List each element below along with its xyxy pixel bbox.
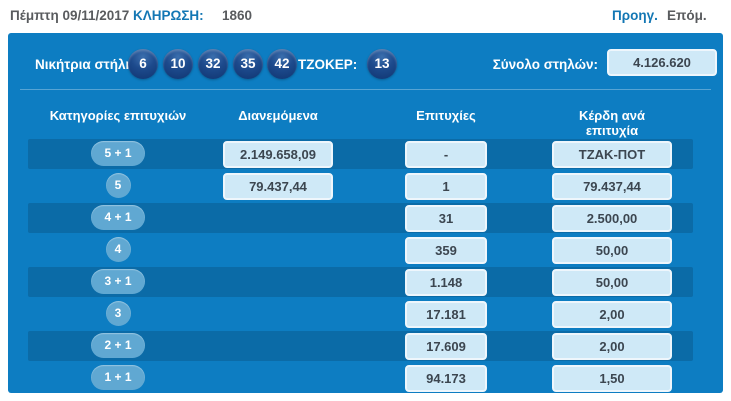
joker-number-ball: 13: [367, 49, 397, 79]
category-cell: 5: [18, 173, 218, 198]
winners-value: 17.181: [405, 301, 487, 328]
category-badge: 5 + 1: [91, 141, 145, 166]
category-badge: 2 + 1: [91, 333, 145, 358]
table-row: 4 + 1 31 2.500,00: [8, 202, 723, 234]
winners-value: 1.148: [405, 269, 487, 296]
header-winners: Επιτυχίες: [416, 108, 476, 123]
category-cell: 4 + 1: [18, 205, 218, 230]
winners-value: 94.173: [405, 365, 487, 392]
winners-value: 359: [405, 237, 487, 264]
category-badge: 4: [105, 237, 131, 262]
winning-number-ball: 35: [233, 49, 263, 79]
prize-value: 2.500,00: [552, 205, 672, 232]
category-cell: 2 + 1: [18, 333, 218, 358]
prev-draw-link[interactable]: Προηγ.: [612, 8, 658, 23]
prize-value: 1,50: [552, 365, 672, 392]
prize-value: ΤΖΑΚ-ΠΟΤ: [552, 141, 672, 168]
winning-number-ball: 42: [267, 49, 297, 79]
category-cell: 3 + 1: [18, 269, 218, 294]
category-cell: 1 + 1: [18, 365, 218, 390]
draw-date: Πέμπτη 09/11/2017: [10, 8, 130, 23]
prize-value: 50,00: [552, 237, 672, 264]
total-columns-value: 4.126.620: [607, 49, 717, 76]
results-panel: Νικήτρια στήλη: 6 10 32 35 42 ΤΖΟΚΕΡ: 13…: [8, 33, 723, 393]
prize-value: 2,00: [552, 301, 672, 328]
winners-value: -: [405, 141, 487, 168]
category-badge: 1 + 1: [91, 365, 145, 390]
category-badge: 3 + 1: [91, 269, 145, 294]
table-row: 3 17.181 2,00: [8, 298, 723, 330]
next-draw-link[interactable]: Επόμ.: [667, 8, 707, 23]
draw-label: ΚΛΗΡΩΣΗ:: [133, 8, 204, 23]
total-columns-label: Σύνολο στηλών:: [492, 57, 598, 72]
prize-value: 2,00: [552, 333, 672, 360]
winning-column-label: Νικήτρια στήλη:: [35, 57, 139, 72]
category-cell: 5 + 1: [18, 141, 218, 166]
section-divider: [20, 89, 711, 90]
header-prize: Κέρδη ανά επιτυχία: [579, 108, 645, 138]
category-cell: 4: [18, 237, 218, 262]
prize-value: 79.437,44: [552, 173, 672, 200]
winning-number-ball: 6: [128, 49, 158, 79]
category-badge: 3: [105, 301, 131, 326]
table-row: 5 79.437,44 1 79.437,44: [8, 170, 723, 202]
winning-number-ball: 32: [198, 49, 228, 79]
table-row: 4 359 50,00: [8, 234, 723, 266]
header-categories: Κατηγορίες επιτυχιών: [49, 108, 187, 123]
category-badge: 4 + 1: [91, 205, 145, 230]
winners-value: 17.609: [405, 333, 487, 360]
prize-table-body: 5 + 1 2.149.658,09 - ΤΖΑΚ-ΠΟΤ 5 79.437,44 1 79.…: [8, 138, 723, 394]
distributed-value: 79.437,44: [223, 173, 333, 200]
draw-number: 1860: [222, 8, 253, 23]
table-row: 1 + 1 94.173 1,50: [8, 362, 723, 394]
winning-number-ball: 10: [163, 49, 193, 79]
table-row: 5 + 1 2.149.658,09 - ΤΖΑΚ-ΠΟΤ: [8, 138, 723, 170]
winners-value: 31: [405, 205, 487, 232]
table-row: 3 + 1 1.148 50,00: [8, 266, 723, 298]
winners-value: 1: [405, 173, 487, 200]
category-badge: 5: [105, 173, 131, 198]
joker-label: ΤΖΟΚΕΡ:: [298, 57, 358, 72]
category-cell: 3: [18, 301, 218, 326]
top-bar: Πέμπτη 09/11/2017 ΚΛΗΡΩΣΗ: 1860 Προηγ. Ε…: [0, 0, 731, 33]
header-distributed: Διανεμόμενα: [238, 108, 318, 123]
prize-value: 50,00: [552, 269, 672, 296]
table-row: 2 + 1 17.609 2,00: [8, 330, 723, 362]
distributed-value: 2.149.658,09: [223, 141, 333, 168]
